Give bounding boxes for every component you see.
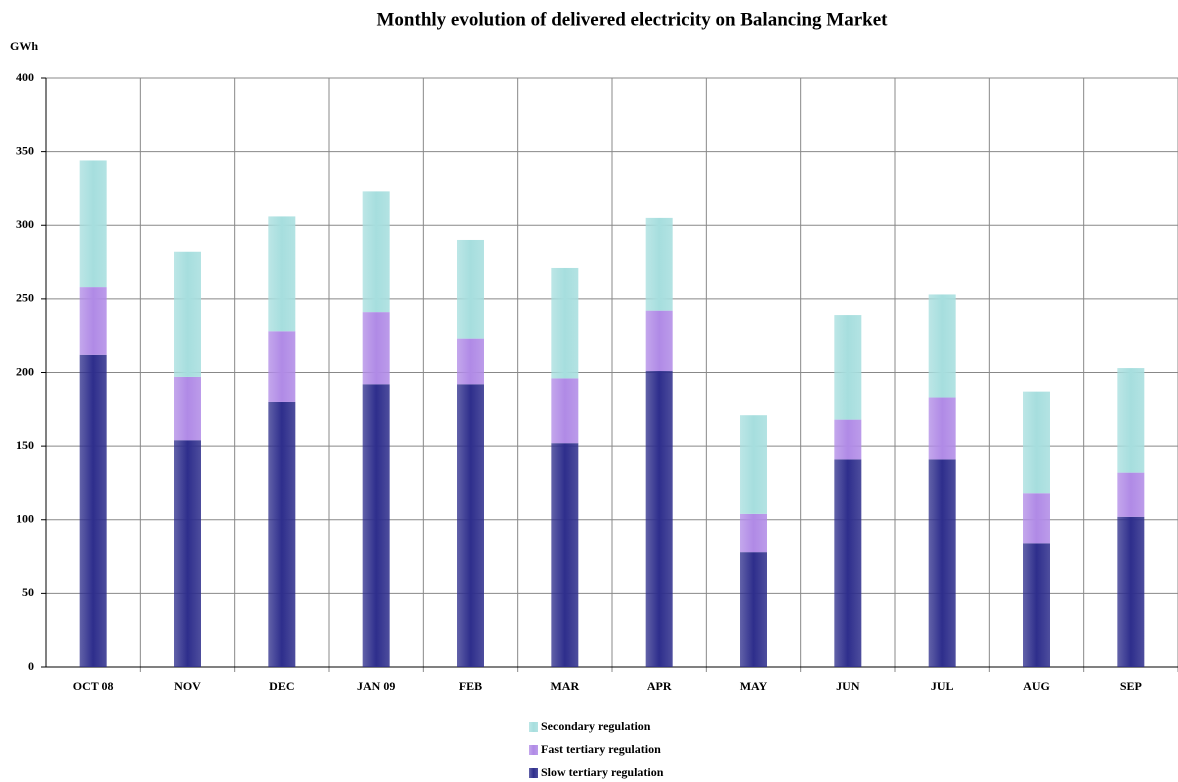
y-tick-label: 50 (22, 585, 34, 599)
legend-label: Fast tertiary regulation (541, 742, 661, 756)
bar-segment (551, 378, 579, 444)
legend-label: Slow tertiary regulation (541, 765, 664, 779)
bar-segment (834, 315, 862, 420)
bar-segment (551, 267, 579, 379)
bar-segment (1023, 493, 1050, 544)
bar-segment (457, 384, 484, 667)
x-tick-label: OCT 08 (73, 679, 114, 693)
bar-segment (834, 459, 862, 667)
bar-segment (740, 552, 767, 667)
y-tick-label: 300 (16, 217, 34, 231)
chart-title: Monthly evolution of delivered electrici… (377, 9, 889, 30)
bar-segment (645, 371, 673, 667)
bar-segment (268, 401, 296, 667)
y-tick-label: 150 (16, 438, 34, 452)
bar-segment (362, 384, 390, 667)
x-tick-label: DEC (269, 679, 294, 693)
y-tick-label: 250 (16, 291, 34, 305)
bar-segment (457, 338, 484, 385)
bar-segment (362, 191, 390, 313)
bar-segment (1117, 472, 1145, 517)
bar-segment (268, 331, 296, 402)
bar-segment (551, 443, 579, 667)
y-tick-label: 400 (16, 70, 34, 84)
legend-swatch (529, 722, 538, 732)
legend-swatch (529, 768, 538, 778)
y-tick-label: 0 (28, 659, 34, 673)
bar-segment (79, 354, 107, 667)
x-tick-label: JAN 09 (357, 679, 395, 693)
bar-segment (740, 415, 767, 514)
y-tick-label: 100 (16, 512, 34, 526)
bar-segment (79, 287, 107, 355)
bar-segment (1023, 391, 1050, 494)
bar-segment (174, 376, 201, 441)
bar-segment (834, 419, 862, 460)
x-tick-label: SEP (1120, 679, 1142, 693)
bar-segment (740, 513, 767, 553)
bar-segment (928, 397, 956, 460)
legend-label: Secondary regulation (541, 719, 651, 733)
y-tick-label: 200 (16, 364, 34, 378)
x-tick-label: MAR (550, 679, 579, 693)
bar-segment (928, 294, 956, 398)
x-tick-label: FEB (459, 679, 482, 693)
y-tick-label: 350 (16, 143, 34, 157)
bar-segment (174, 440, 201, 667)
x-tick-label: JUL (931, 679, 954, 693)
x-tick-label: NOV (174, 679, 201, 693)
bar-segment (1023, 543, 1050, 667)
x-tick-label: APR (647, 679, 672, 693)
bar-segment (362, 312, 390, 385)
bar-segment (79, 160, 107, 288)
bar-segment (174, 251, 201, 377)
x-tick-label: AUG (1023, 679, 1050, 693)
bar-segment (268, 216, 296, 332)
y-axis-label: GWh (10, 39, 38, 53)
x-tick-label: MAY (740, 679, 768, 693)
bar-segment (928, 459, 956, 667)
legend-swatch (529, 745, 538, 755)
bar-segment (645, 310, 673, 372)
bar-segment (1117, 516, 1145, 667)
x-tick-label: JUN (836, 679, 860, 693)
bar-segment (1117, 368, 1145, 473)
bar-segment (645, 217, 673, 311)
bar-segment (457, 239, 484, 339)
